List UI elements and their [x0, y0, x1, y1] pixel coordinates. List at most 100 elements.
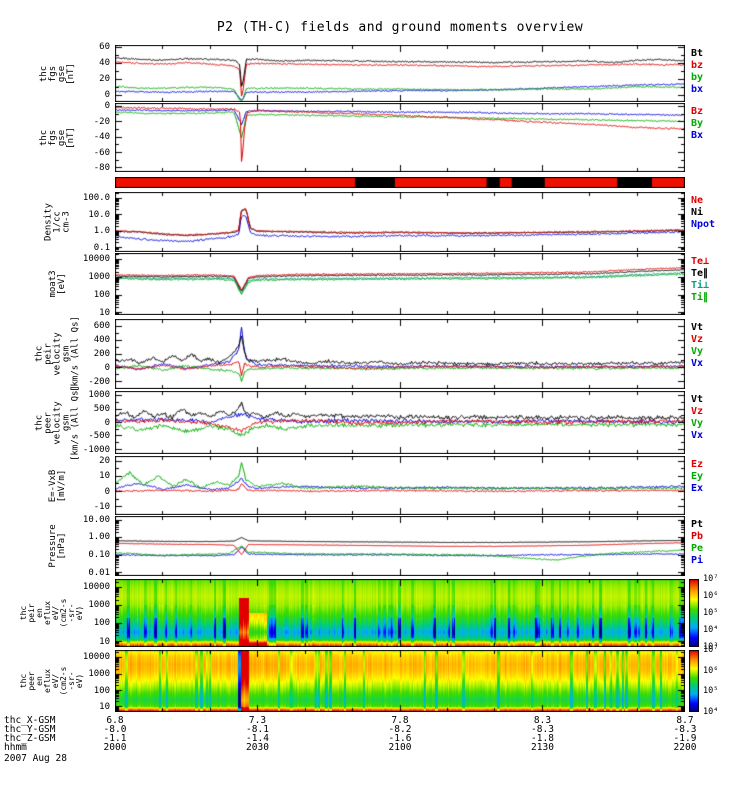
trace-label-Pi: Pi — [691, 555, 704, 566]
y-tick-label: -80 — [93, 163, 110, 174]
panel-plot-peir-en-eflux — [115, 579, 685, 647]
colorbar-tick-label: 10⁶ — [703, 591, 719, 601]
y-tick-label: 10000 — [82, 652, 110, 663]
colorbar-tick-label: 10⁷ — [703, 645, 719, 655]
trace-label-bx: bx — [691, 84, 704, 95]
trace-label-Pb: Pb — [691, 531, 704, 542]
y-tick-label: -1000 — [82, 444, 110, 455]
y-tick-label: -500 — [88, 431, 110, 442]
axis-value: 6.8 — [106, 715, 124, 726]
colorbar-peir-en-eflux — [689, 579, 699, 647]
panel-plot-roi-bar — [115, 177, 685, 188]
y-tick-label: 10 — [99, 471, 110, 482]
trace-label-Te⊥: Te⊥ — [691, 256, 710, 267]
trace-label-Vz: Vz — [691, 334, 704, 345]
trace-label-Bz: Bz — [691, 106, 704, 117]
axis-value: 7.8 — [391, 715, 409, 726]
panel-peer-en-eflux: thc peer en eflux eV/(cm2-s -sr-eV) 10000 1000 1… — [0, 646, 750, 717]
trace-label-Ey: Ey — [691, 471, 704, 482]
y-tick-label: 10.00 — [82, 514, 110, 525]
axis-value: -1.6 — [388, 733, 412, 744]
panel-plot-temperature — [115, 253, 685, 315]
trace-label-Vz: Vz — [691, 406, 704, 417]
y-tick-label: 400 — [93, 335, 110, 345]
trace-label-Bx: Bx — [691, 130, 704, 141]
axis-value: 7.3 — [248, 715, 267, 726]
trace-label-Vy: Vy — [691, 346, 704, 357]
colorbar-tick-label: 10⁵ — [703, 686, 719, 697]
y-tick-label: 100.0 — [82, 192, 110, 203]
axis-row-label-hhmm: hhmm — [4, 742, 27, 753]
axis-value: -8.2 — [388, 724, 412, 735]
axis-value: -8.3 — [531, 724, 554, 735]
trace-label-Vt: Vt — [691, 394, 704, 405]
panel-plot-fgs-gse-upper — [115, 45, 685, 102]
panel-plot-electron-velocity — [115, 391, 685, 454]
trace-label-Pt: Pt — [691, 519, 704, 530]
axis-value: 2130 — [531, 742, 554, 753]
panel-electron-velocity: thc peer velocity gsm [km/s (All Qs] 1000 500 0… — [0, 385, 750, 461]
axis-value: 2200 — [673, 742, 697, 753]
y-tick-label: 1.00 — [88, 532, 110, 543]
trace-label-Ne: Ne — [691, 195, 704, 206]
panel-plot-ion-velocity — [115, 319, 685, 389]
trace-label-Bt: Bt — [691, 48, 704, 59]
axis-value: -1.8 — [531, 733, 554, 744]
axis-row-label-thc_Z-GSM: thc_Z-GSM — [4, 733, 56, 744]
y-tick-label: 1000 — [88, 668, 110, 679]
trace-label-Ez: Ez — [691, 459, 704, 470]
trace-label-Vt: Vt — [691, 322, 704, 333]
panel-fgs-gse-lower: thc fgs gse [nT] 0 -20 -40 -60 -80 Bz By Bx — [0, 101, 750, 174]
axis-value: 2100 — [388, 742, 412, 753]
y-tick-label: 10.0 — [88, 209, 110, 220]
axis-value: -8.1 — [246, 724, 269, 735]
y-tick-label: 0.10 — [88, 550, 110, 561]
trace-label-Te∥: Te∥ — [691, 268, 709, 279]
date-label: 2007 Aug 28 — [4, 753, 67, 764]
axis-value: 8.3 — [533, 715, 552, 726]
axis-value: 8.7 — [676, 715, 694, 726]
colorbar-tick-label: 10⁴ — [703, 707, 719, 717]
colorbar-tick-label: 10⁴ — [703, 625, 719, 635]
y-tick-label: 0 — [104, 417, 110, 428]
y-tick-label: 0.01 — [88, 568, 110, 579]
y-tick-label: 10000 — [82, 582, 110, 593]
y-tick-label: 100 — [93, 685, 110, 696]
y-tick-label: 0 — [104, 486, 110, 497]
trace-label-bz: bz — [691, 60, 704, 71]
y-tick-label: 10 — [99, 702, 110, 713]
plot-title: P2 (TH-C) fields and ground moments over… — [216, 20, 584, 35]
y-tick-label: 20 — [99, 74, 110, 85]
y-tick-label: 500 — [93, 403, 110, 414]
panel-ion-velocity: thc peir velocity gsm [km/s (All Qs] 600 400 20… — [0, 316, 750, 392]
panel-fgs-gse-upper: thc fgs gse [nT] 60 40 20 0 Bt bz by bx — [0, 42, 750, 102]
y-tick-label: 0 — [104, 363, 110, 373]
axis-value: -1.4 — [246, 733, 269, 744]
panel-plot-density — [115, 192, 685, 252]
panel-temperature: moat3 [eV] 10000 1000 100 10 Te⊥ Te∥ Ti⊥ Ti∥ — [0, 253, 750, 318]
trace-label-by: by — [691, 72, 704, 83]
y-tick-label: -200 — [88, 377, 110, 387]
axis-value: -1.1 — [103, 733, 127, 744]
colorbar-tick-label: 10³ — [703, 642, 719, 652]
trace-label-Vy: Vy — [691, 418, 704, 429]
trace-label-Ti⊥: Ti⊥ — [691, 280, 710, 291]
y-tick-label: -60 — [93, 147, 110, 158]
panel-pressure: Pressure [nPa] 10.00 1.00 0.10 0.01 Pt Pb Pe Pi — [0, 514, 750, 579]
trace-label-Ni: Ni — [691, 207, 704, 218]
y-tick-label: 10 — [99, 636, 110, 647]
panel-plot-peer-en-eflux — [115, 650, 685, 712]
panel-peir-en-eflux: thc peir en eflux eV/(cm2-s -sr-eV) 10000 1000 1… — [0, 575, 750, 652]
trace-label-Npot: Npot — [691, 219, 716, 230]
axis-value: -8.0 — [103, 724, 127, 735]
colorbar-peer-en-eflux — [689, 650, 699, 712]
y-tick-label: 0 — [104, 90, 110, 101]
trace-label-Ex: Ex — [691, 483, 704, 494]
y-tick-label: 100 — [93, 618, 110, 629]
y-tick-label: 10000 — [82, 254, 110, 265]
axis-value: -1.9 — [673, 733, 697, 744]
y-tick-label: 1000 — [88, 390, 110, 401]
colorbar-tick-label: 10⁵ — [703, 608, 719, 618]
